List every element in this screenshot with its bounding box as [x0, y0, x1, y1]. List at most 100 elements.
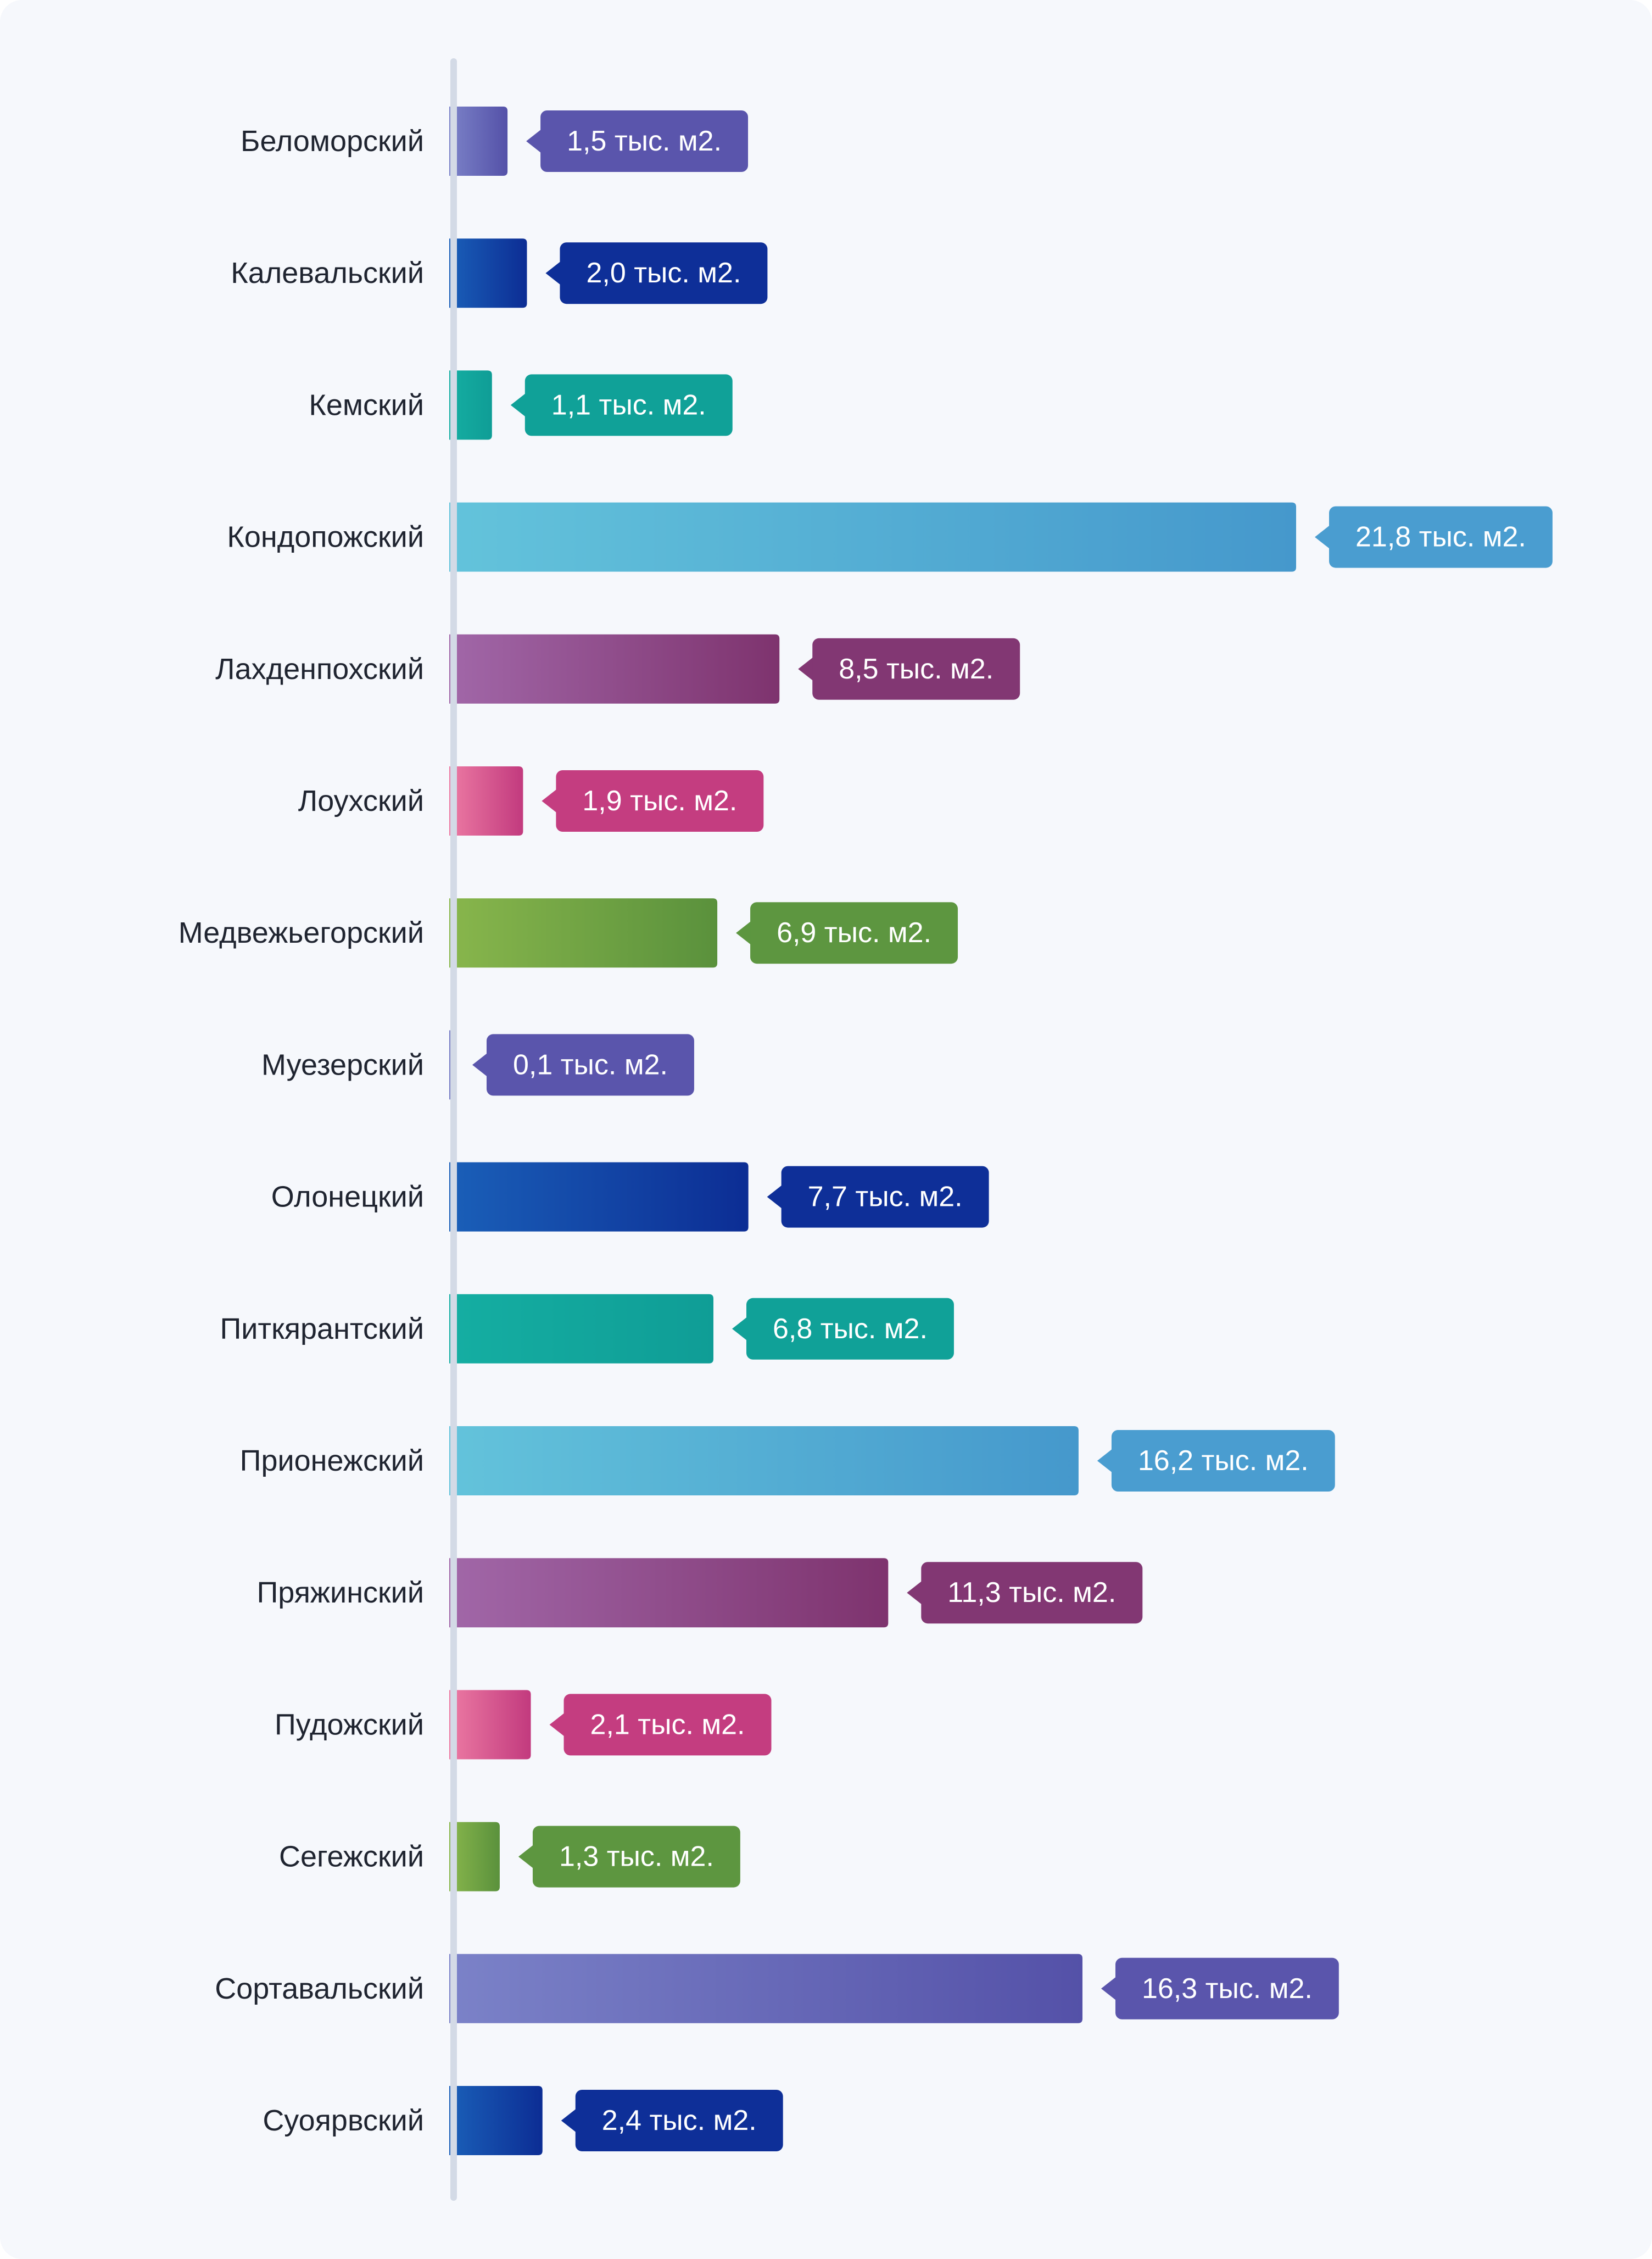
value-callout: 2,4 тыс. м2.	[561, 2090, 783, 2151]
callout-body	[575, 2090, 783, 2151]
value-callout: 2,1 тыс. м2.	[549, 1694, 772, 1756]
bar	[449, 1426, 1079, 1495]
callout-pointer	[907, 1581, 923, 1605]
category-label: Прионежский	[240, 1444, 424, 1477]
value-callout: 1,5 тыс. м2.	[526, 110, 749, 172]
category-label: Лахденпохский	[215, 653, 424, 686]
value-label: 6,8 тыс. м2.	[773, 1313, 928, 1345]
callout-body	[921, 1562, 1143, 1624]
category-label: Муезерский	[261, 1048, 424, 1081]
value-label: 1,5 тыс. м2.	[567, 125, 722, 157]
value-callout: 2,0 тыс. м2.	[545, 242, 768, 304]
value-callout: 8,5 тыс. м2.	[798, 638, 1020, 700]
value-callout: 16,2 тыс. м2.	[1097, 1430, 1335, 1492]
callout-body	[556, 770, 764, 832]
category-labels: Беломорский Калевальский Кемский Кондопожск…	[178, 125, 424, 2137]
callout-body	[750, 902, 958, 964]
value-callout: 6,9 тыс. м2.	[736, 902, 958, 964]
callout-body	[487, 1034, 694, 1096]
value-label: 1,9 тыс. м2.	[582, 785, 737, 817]
value-label: 1,1 тыс. м2.	[551, 389, 706, 421]
bar	[449, 898, 718, 968]
bar	[449, 1690, 531, 1760]
callout-pointer	[545, 261, 561, 286]
bars-layer	[449, 107, 1296, 2155]
callout-body	[540, 110, 749, 172]
callout-pointer	[736, 921, 752, 945]
category-label: Пудожский	[275, 1708, 424, 1741]
callout-pointer	[767, 1184, 783, 1209]
value-label: 6,9 тыс. м2.	[777, 917, 931, 949]
callout-pointer	[510, 393, 526, 418]
callout-body	[563, 1694, 772, 1756]
bar	[449, 1558, 889, 1628]
value-callout: 1,3 тыс. м2.	[518, 1826, 740, 1888]
callout-pointer	[526, 129, 542, 153]
category-label: Питкярантский	[220, 1312, 424, 1345]
bar	[449, 766, 523, 836]
callout-body	[812, 638, 1020, 700]
value-callout: 11,3 тыс. м2.	[907, 1562, 1143, 1624]
category-label: Сортавальский	[215, 1972, 424, 2005]
value-label: 8,5 тыс. м2.	[839, 653, 994, 685]
value-label: 0,1 тыс. м2.	[513, 1049, 668, 1081]
category-label: Суоярвский	[263, 2104, 424, 2137]
value-label: 2,0 тыс. м2.	[586, 257, 741, 289]
category-label: Кондопожский	[227, 521, 424, 554]
bar	[449, 502, 1296, 572]
bar	[449, 1162, 749, 1232]
callout-body	[524, 374, 733, 436]
category-label: Медвежьегорский	[178, 916, 424, 949]
bar	[449, 1294, 713, 1364]
callout-body	[1329, 506, 1553, 568]
callout-body	[532, 1826, 740, 1888]
value-label: 21,8 тыс. м2.	[1355, 521, 1526, 553]
value-callout: 0,1 тыс. м2.	[472, 1034, 694, 1096]
bar	[449, 634, 780, 704]
value-label: 16,2 тыс. м2.	[1138, 1445, 1309, 1477]
callout-pointer	[518, 1844, 534, 1869]
callout-body	[1111, 1430, 1335, 1492]
bar	[449, 2086, 543, 2155]
callout-pointer	[542, 789, 557, 813]
category-label: Лоухский	[298, 784, 424, 817]
category-label: Беломорский	[241, 125, 424, 158]
bar	[449, 1954, 1082, 2023]
callout-body	[1115, 1957, 1339, 2019]
bar	[449, 1822, 500, 1891]
callout-body	[746, 1298, 954, 1360]
category-label: Олонецкий	[271, 1181, 424, 1214]
value-callout: 16,3 тыс. м2.	[1101, 1957, 1339, 2019]
value-label: 7,7 тыс. м2.	[808, 1181, 963, 1213]
value-callout: 21,8 тыс. м2.	[1315, 506, 1553, 568]
bar	[449, 107, 508, 176]
callout-pointer	[798, 656, 814, 681]
callout-pointer	[472, 1053, 488, 1077]
category-label: Пряжинский	[256, 1576, 424, 1609]
value-callout: 1,9 тыс. м2.	[542, 770, 764, 832]
value-label: 2,1 тыс. м2.	[590, 1709, 745, 1740]
value-label: 1,3 тыс. м2.	[559, 1841, 714, 1873]
value-label: 2,4 тыс. м2.	[602, 2105, 757, 2136]
value-callout: 7,7 тыс. м2.	[767, 1166, 989, 1228]
value-label: 16,3 тыс. м2.	[1142, 1973, 1313, 2005]
value-callouts: 1,5 тыс. м2. 2,0 тыс. м2. 1,1 тыс. м2. 21,8…	[472, 110, 1553, 2151]
category-label: Сегежский	[279, 1840, 424, 1873]
callout-pointer	[1315, 525, 1330, 549]
bar	[449, 370, 492, 440]
callout-pointer	[1101, 1976, 1117, 2001]
callout-body	[560, 242, 768, 304]
callout-pointer	[1097, 1449, 1113, 1473]
category-label: Калевальский	[231, 257, 424, 290]
callout-pointer	[561, 2108, 577, 2133]
category-label: Кемский	[309, 388, 424, 421]
callout-pointer	[732, 1316, 747, 1341]
callout-pointer	[549, 1712, 565, 1737]
value-callout: 6,8 тыс. м2.	[732, 1298, 954, 1360]
bar	[449, 238, 527, 308]
value-callout: 1,1 тыс. м2.	[510, 374, 733, 436]
callout-body	[781, 1166, 989, 1228]
value-label: 11,3 тыс. м2.	[947, 1577, 1116, 1609]
